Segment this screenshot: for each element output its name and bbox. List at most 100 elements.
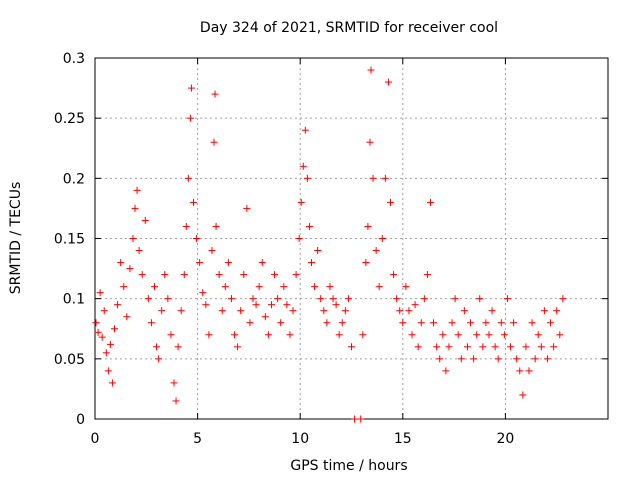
data-point xyxy=(186,114,194,122)
data-point xyxy=(221,283,229,291)
data-point xyxy=(359,331,367,339)
data-point xyxy=(255,283,263,291)
data-point xyxy=(427,198,435,206)
data-point xyxy=(92,319,100,327)
data-point xyxy=(283,301,291,309)
grid xyxy=(95,58,608,419)
data-point xyxy=(433,343,441,351)
data-point xyxy=(335,331,343,339)
data-point xyxy=(120,283,128,291)
data-point xyxy=(224,259,232,267)
data-point xyxy=(205,331,213,339)
data-point xyxy=(161,271,169,279)
data-point xyxy=(463,343,471,351)
data-point xyxy=(164,295,172,303)
data-point xyxy=(211,90,219,98)
data-point xyxy=(187,84,195,92)
data-point xyxy=(351,415,359,423)
data-point xyxy=(274,295,282,303)
data-point xyxy=(494,355,502,363)
data-point xyxy=(497,319,505,327)
x-tick-label: 15 xyxy=(394,431,412,447)
data-point xyxy=(153,343,161,351)
data-point xyxy=(364,222,372,230)
data-point xyxy=(210,138,218,146)
x-axis-label: GPS time / hours xyxy=(290,458,407,474)
data-point xyxy=(381,174,389,182)
data-point xyxy=(344,295,352,303)
data-point xyxy=(516,367,524,375)
data-point xyxy=(193,235,201,242)
data-point xyxy=(467,319,475,327)
data-point xyxy=(170,379,178,387)
data-point xyxy=(246,319,254,327)
data-point xyxy=(460,307,468,315)
data-point xyxy=(208,247,216,255)
data-point xyxy=(297,198,305,206)
data-point xyxy=(507,343,515,351)
data-point xyxy=(550,343,558,351)
data-point xyxy=(399,319,407,327)
x-tick-label: 10 xyxy=(291,431,309,447)
data-point xyxy=(442,367,450,375)
data-point xyxy=(491,343,499,351)
data-point xyxy=(369,174,377,182)
data-point xyxy=(503,295,511,303)
data-point xyxy=(366,138,374,146)
data-point xyxy=(525,367,533,375)
data-point xyxy=(547,319,555,327)
data-point xyxy=(476,295,484,303)
data-point xyxy=(513,355,521,363)
data-point xyxy=(372,247,380,255)
data-point xyxy=(141,216,149,224)
data-point xyxy=(522,343,530,351)
data-point xyxy=(417,319,425,327)
data-point xyxy=(108,379,116,387)
data-point xyxy=(556,331,564,339)
data-point xyxy=(326,283,334,291)
data-point xyxy=(96,289,104,297)
data-point xyxy=(317,295,325,303)
data-point xyxy=(553,307,561,315)
data-point xyxy=(420,295,428,303)
data-point xyxy=(411,301,419,309)
data-point xyxy=(117,259,125,267)
x-tick-label: 0 xyxy=(91,431,100,447)
data-point xyxy=(534,331,542,339)
data-point xyxy=(104,367,112,375)
data-point xyxy=(106,340,114,348)
data-point xyxy=(470,355,478,363)
data-point xyxy=(177,307,185,315)
data-point xyxy=(267,301,275,309)
data-point xyxy=(510,319,518,327)
data-point xyxy=(123,313,131,321)
data-point xyxy=(332,301,340,309)
data-point xyxy=(189,198,197,206)
y-tick-label: 0.1 xyxy=(63,292,85,308)
data-point xyxy=(184,174,192,182)
data-point xyxy=(451,295,459,303)
data-point xyxy=(172,397,180,405)
data-point xyxy=(218,307,226,315)
data-point xyxy=(357,415,365,423)
data-point xyxy=(102,349,110,357)
data-point xyxy=(131,204,139,212)
data-point xyxy=(286,331,294,339)
data-point xyxy=(314,247,322,255)
data-point xyxy=(479,343,487,351)
data-point xyxy=(500,331,508,339)
data-point xyxy=(445,343,453,351)
data-point xyxy=(448,319,456,327)
data-point xyxy=(414,343,422,351)
data-point xyxy=(258,259,266,267)
ticks xyxy=(94,57,608,420)
data-point xyxy=(252,301,260,309)
data-point xyxy=(212,222,220,230)
data-point xyxy=(110,325,118,333)
data-point xyxy=(295,235,303,242)
data-point xyxy=(114,301,122,309)
data-point xyxy=(234,343,242,351)
data-point xyxy=(167,331,175,339)
data-point xyxy=(408,331,416,339)
